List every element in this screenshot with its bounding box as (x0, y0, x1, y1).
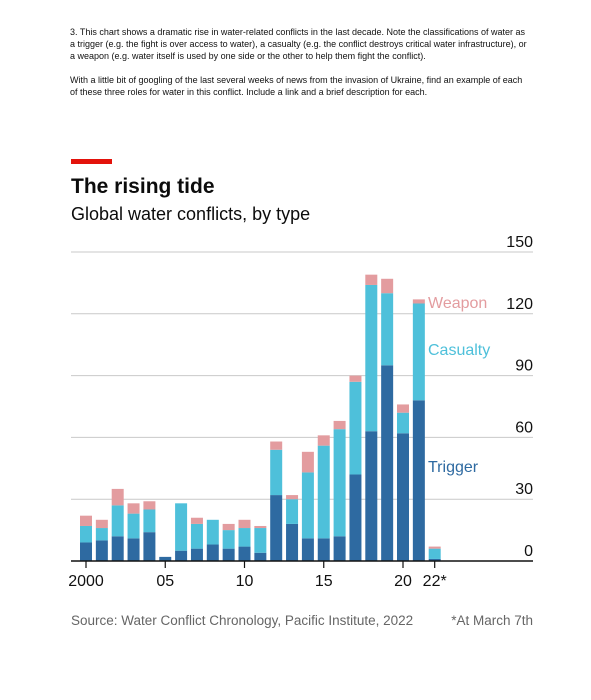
bar-segment-trigger (143, 532, 156, 561)
bar-segment-casualty (206, 519, 219, 545)
chart-subtitle: Global water conflicts, by type (71, 204, 311, 224)
assignment-instructions: 3. This chart shows a dramatic rise in w… (70, 26, 530, 109)
bar-segment-weapon (286, 495, 299, 500)
x-tick-label: 15 (315, 573, 333, 590)
bar-segment-trigger (381, 365, 394, 561)
footnote: *At March 7th (451, 613, 533, 628)
bar-segment-trigger (95, 540, 108, 561)
bar-segment-casualty (270, 449, 283, 496)
bar-segment-casualty (365, 284, 378, 432)
y-tick-label: 150 (506, 235, 533, 251)
bar-segment-casualty (428, 548, 441, 559)
bar-segment-casualty (143, 509, 156, 533)
bar-segment-trigger (159, 556, 172, 561)
bar-segment-trigger (428, 558, 441, 561)
stacked-bar-chart: 0 30 60 90 120 150 2000 05 10 15 20 22* Trigger Casua… (68, 235, 533, 590)
bar-segment-casualty (301, 472, 314, 539)
bar-segment-casualty (190, 523, 203, 549)
bar-segment-weapon (381, 278, 394, 294)
source-note: Source: Water Conflict Chronology, Pacif… (71, 613, 414, 628)
bar-segment-casualty (111, 505, 124, 537)
bar-segment-weapon (349, 375, 362, 382)
bar-segment-casualty (333, 429, 346, 537)
y-tick-label: 60 (515, 419, 533, 436)
bar-segment-casualty (80, 525, 92, 543)
accent-bar (71, 159, 112, 164)
x-tick-label: 10 (236, 573, 254, 590)
y-tick-label: 0 (524, 543, 533, 560)
x-tick-label: 05 (156, 573, 174, 590)
instruction-paragraph-2: With a little bit of googling of the las… (70, 74, 523, 97)
bar-segment-trigger (206, 544, 219, 561)
legend-label-casualty: Casualty (428, 342, 490, 359)
x-tick-label: 22* (423, 573, 447, 590)
bar-segment-trigger (111, 536, 124, 561)
instruction-paragraph-1: 3. This chart shows a dramatic rise in w… (70, 27, 527, 62)
chart-title: The rising tide (71, 175, 215, 198)
bar-segment-trigger (80, 542, 92, 561)
bar-segment-trigger (412, 400, 425, 561)
bar-segment-trigger (222, 548, 235, 561)
bar-segment-casualty (286, 499, 299, 524)
bar-segment-trigger (301, 538, 314, 561)
bar-segment-weapon (190, 517, 203, 524)
bar-segment-weapon (270, 441, 283, 450)
y-tick-label: 120 (506, 296, 533, 313)
y-tick-label: 30 (515, 481, 533, 498)
bar-segment-casualty (412, 303, 425, 401)
bar-segment-weapon (365, 274, 378, 285)
bar-segment-trigger (349, 474, 362, 561)
bar-segment-casualty (349, 381, 362, 475)
bar-segment-weapon (95, 519, 108, 529)
bar-segment-weapon (111, 488, 124, 506)
bar-segment-weapon (397, 404, 409, 413)
bar-segment-casualty (127, 513, 140, 539)
bar-segment-weapon (333, 420, 346, 430)
bar-segment-weapon (412, 299, 425, 304)
legend-label-trigger: Trigger (428, 459, 479, 476)
bar-segment-casualty (175, 503, 188, 551)
bar-segment-casualty (95, 528, 108, 541)
bar-segment-trigger (270, 495, 283, 561)
bar-segment-trigger (254, 552, 267, 561)
bar-segment-trigger (175, 550, 188, 561)
bar-segment-casualty (254, 528, 267, 553)
bar-segment-trigger (333, 536, 346, 561)
y-tick-label: 90 (515, 358, 533, 375)
bar-segment-weapon (222, 523, 235, 531)
bar-segment-weapon (127, 503, 140, 514)
bar-segment-weapon (317, 435, 330, 446)
bar-segment-trigger (127, 538, 140, 561)
bar-segment-trigger (190, 548, 203, 561)
bar-segment-casualty (222, 530, 235, 549)
bar-segment-weapon (80, 515, 92, 526)
bar-segment-casualty (238, 528, 251, 547)
bar-segment-trigger (238, 546, 251, 561)
x-tick-label: 2000 (68, 573, 104, 590)
bar-segment-trigger (365, 431, 378, 561)
bar-segment-weapon (238, 519, 251, 529)
bar-segment-trigger (397, 433, 409, 561)
legend-label-weapon: Weapon (428, 295, 487, 312)
bar-segment-casualty (397, 412, 409, 434)
bar-segment-weapon (301, 451, 314, 473)
x-tick-label: 20 (394, 573, 412, 590)
bar-segment-weapon (428, 546, 441, 549)
bar-segment-weapon (254, 525, 267, 529)
bar-segment-weapon (143, 501, 156, 510)
bar-segment-casualty (381, 293, 394, 366)
bar-segment-casualty (317, 445, 330, 539)
bar-segment-trigger (286, 523, 299, 561)
bar-segment-trigger (317, 538, 330, 561)
